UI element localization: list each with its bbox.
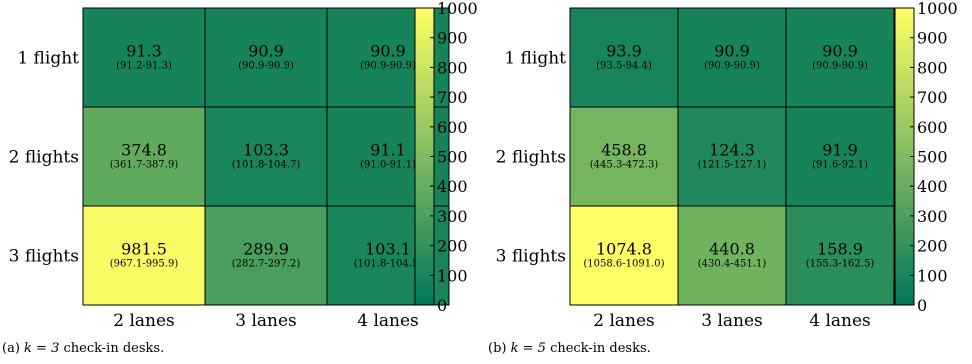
cell-value-label: 981.5 [121, 240, 167, 259]
heatmap-cell [204, 106, 328, 207]
caption-text: check-in desks. [550, 341, 651, 356]
heatmap-cell [82, 106, 206, 207]
caption-math: k = 3 [24, 341, 60, 356]
colorbar-tick-label: 800 [437, 58, 468, 77]
figure: 91.3(91.2-91.3)90.9(90.9-90.9)90.9(90.9-… [9, 0, 958, 331]
cell-interval-label: (430.4-451.1) [698, 259, 767, 270]
caption-label: (a) [2, 341, 20, 356]
cell-interval-label: (91.0-91.1) [360, 160, 416, 171]
cell-value-label: 90.9 [248, 42, 284, 61]
colorbar-tick-label: 200 [917, 237, 948, 256]
cell-value-label: 90.9 [714, 42, 750, 61]
colorbar-tick-label: 100 [917, 266, 948, 285]
heatmap-cell [785, 7, 895, 108]
cell-value-label: 103.3 [243, 141, 289, 160]
cell-interval-label: (91.6-92.1) [812, 160, 868, 171]
cell-value-label: 374.8 [121, 141, 167, 160]
heatmap-cell [204, 7, 328, 108]
caption-b: (b) k = 5 check-in desks. [488, 341, 651, 356]
colorbar-tick-label: 700 [437, 88, 468, 107]
cell-interval-label: (155.3-162.5) [806, 259, 875, 270]
heatmap-frame [569, 7, 895, 306]
heatmap-cell [785, 205, 895, 306]
colorbar-tick-label: 100 [437, 266, 468, 285]
cell-interval-label: (90.9-90.9) [812, 61, 868, 72]
cell-value-label: 1074.8 [596, 240, 652, 259]
heatmap-cell [785, 106, 895, 207]
colorbar-tick-label: 1000 [917, 0, 958, 18]
cell-value-label: 91.1 [370, 141, 406, 160]
row-label: 3 flights [9, 247, 79, 267]
heatmap-cell [677, 205, 787, 306]
row-label: 2 flights [9, 148, 79, 168]
colorbar-tick-label: 800 [917, 58, 948, 77]
heatmap-cell [569, 7, 679, 108]
colorbar-tick-label: 400 [437, 177, 468, 196]
caption-a: (a) k = 3 check-in desks. [2, 341, 164, 356]
column-label: 3 lanes [701, 311, 763, 331]
column-label: 3 lanes [235, 311, 297, 331]
caption-label: (b) [488, 341, 507, 356]
colorbar-tick-label: 500 [917, 148, 948, 167]
row-label: 3 flights [496, 247, 566, 267]
cell-interval-label: (90.9-90.9) [360, 61, 416, 72]
column-label: 2 lanes [593, 311, 655, 331]
cell-value-label: 158.9 [817, 240, 863, 259]
colorbar-tick-label: 1000 [437, 0, 478, 18]
cell-interval-label: (445.3-472.3) [590, 160, 659, 171]
cell-interval-label: (282.7-297.2) [232, 259, 301, 270]
heatmap-cell [677, 106, 787, 207]
colorbar-tick-label: 900 [917, 29, 948, 48]
cell-interval-label: (361.7-387.9) [110, 160, 179, 171]
colorbar-tick-label: 200 [437, 237, 468, 256]
cell-value-label: 124.3 [709, 141, 755, 160]
cell-value-label: 440.8 [709, 240, 755, 259]
cell-interval-label: (101.8-104.5) [354, 259, 423, 270]
heatmap-panel-a: 91.3(91.2-91.3)90.9(90.9-90.9)90.9(90.9-… [9, 0, 478, 331]
column-label: 4 lanes [357, 311, 419, 331]
cell-value-label: 458.8 [601, 141, 647, 160]
row-label: 1 flight [17, 49, 79, 69]
heatmap-cell [569, 106, 679, 207]
heatmap-frame [82, 7, 450, 306]
cell-interval-label: (1058.6-1091.0) [583, 259, 664, 270]
cell-value-label: 289.9 [243, 240, 289, 259]
colorbar-tick-label: 700 [917, 88, 948, 107]
colorbar-tick-label: 500 [437, 148, 468, 167]
caption-text: check-in desks. [63, 341, 165, 356]
heatmap-panel-b: 93.9(93.5-94.4)90.9(90.9-90.9)90.9(90.9-… [496, 0, 958, 331]
row-label: 1 flight [504, 49, 566, 69]
caption-math: k = 5 [510, 341, 546, 356]
column-label: 2 lanes [113, 311, 175, 331]
heatmap-cell [204, 205, 328, 306]
colorbar-tick-label: 0 [917, 296, 927, 315]
colorbar-tick-label: 600 [437, 118, 468, 137]
cell-value-label: 103.1 [365, 240, 411, 259]
cell-interval-label: (93.5-94.4) [596, 61, 652, 72]
heatmap-cell [82, 7, 206, 108]
cell-interval-label: (91.2-91.3) [116, 61, 172, 72]
colorbar-tick-label: 900 [437, 29, 468, 48]
column-label: 4 lanes [809, 311, 871, 331]
cell-interval-label: (101.8-104.7) [232, 160, 301, 171]
cell-interval-label: (121.5-127.1) [698, 160, 767, 171]
colorbar-tick-label: 600 [917, 118, 948, 137]
cell-value-label: 90.9 [370, 42, 406, 61]
cell-value-label: 90.9 [822, 42, 858, 61]
cell-value-label: 91.9 [822, 141, 858, 160]
cell-interval-label: (90.9-90.9) [704, 61, 760, 72]
colorbar-tick-label: 300 [437, 207, 468, 226]
cell-value-label: 93.9 [606, 42, 642, 61]
cell-interval-label: (90.9-90.9) [238, 61, 294, 72]
colorbar-tick-label: 0 [437, 296, 447, 315]
cell-value-label: 91.3 [126, 42, 162, 61]
colorbar-tick-label: 400 [917, 177, 948, 196]
cell-interval-label: (967.1-995.9) [110, 259, 179, 270]
colorbar-tick-label: 300 [917, 207, 948, 226]
row-label: 2 flights [496, 148, 566, 168]
heatmap-cell [677, 7, 787, 108]
